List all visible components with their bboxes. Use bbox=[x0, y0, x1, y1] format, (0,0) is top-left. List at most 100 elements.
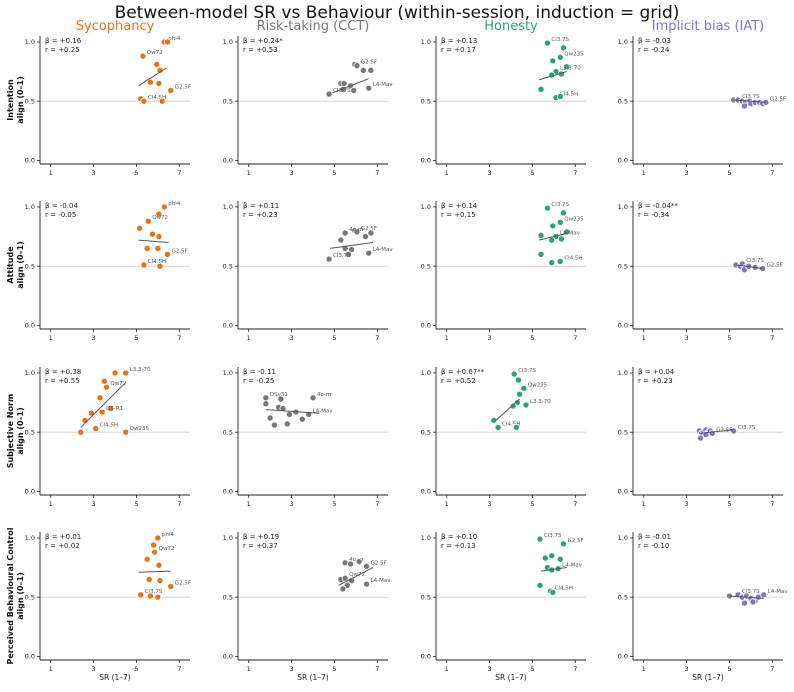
x-tick-label: 1 bbox=[445, 169, 449, 177]
point-label: Cl4.5H bbox=[560, 92, 578, 98]
point-label: L4-Mav bbox=[371, 578, 392, 584]
x-tick-label: 7 bbox=[573, 169, 577, 177]
column-title: Sycophancy bbox=[76, 19, 155, 34]
x-tick-label: 3 bbox=[685, 665, 689, 673]
point-label: Cl3.7S bbox=[742, 589, 760, 595]
y-tick-label: 0.5 bbox=[618, 428, 628, 436]
data-point bbox=[279, 404, 287, 412]
r-annotation: r = +0.17 bbox=[441, 46, 476, 54]
x-tick-label: 5 bbox=[727, 500, 731, 508]
x-axis-labels: SR (1–7) SR (1–7) SR (1–7) SR (1–7) bbox=[99, 673, 724, 682]
data-point bbox=[537, 85, 545, 93]
row-label: Subjective Norm align (0–1) bbox=[6, 394, 25, 469]
beta-annotation: β = +0.13 bbox=[441, 37, 477, 45]
data-point bbox=[560, 209, 568, 217]
data-point bbox=[355, 558, 363, 566]
point-label: Qw72 bbox=[152, 215, 168, 221]
x-tick-label: 3 bbox=[488, 169, 492, 177]
data-point bbox=[136, 224, 144, 232]
data-point bbox=[557, 235, 565, 243]
x-tick-label: 1 bbox=[642, 665, 646, 673]
x-tick-label: 1 bbox=[49, 334, 53, 342]
data-point bbox=[262, 400, 270, 408]
data-point bbox=[148, 230, 156, 238]
y-tick-label: 0.5 bbox=[618, 262, 628, 270]
data-point bbox=[494, 423, 502, 431]
r-annotation: r = +0.53 bbox=[243, 46, 278, 54]
data-point bbox=[143, 555, 151, 563]
row-label-line2: align (0–1) bbox=[16, 76, 25, 124]
data-point bbox=[144, 217, 152, 225]
r-annotation: r = -0.24 bbox=[638, 46, 670, 54]
data-point bbox=[92, 425, 100, 433]
y-tick-label: 0.5 bbox=[25, 97, 35, 105]
data-point bbox=[155, 561, 163, 569]
data-point bbox=[155, 210, 163, 218]
data-point bbox=[515, 376, 523, 384]
data-point bbox=[156, 262, 164, 270]
x-tick-label: 5 bbox=[134, 500, 138, 508]
x-tick-label: 1 bbox=[247, 500, 251, 508]
x-tick-label: 7 bbox=[177, 334, 181, 342]
panel: 0.0 0.5 1.0 1 3 5 7 β = -0.01r = -0.10 Cl3.7S L4-… bbox=[618, 532, 788, 673]
point-label: G2.5F bbox=[767, 263, 783, 269]
data-point bbox=[563, 63, 571, 71]
x-tick-label: 5 bbox=[530, 334, 534, 342]
point-label: G2.5F bbox=[175, 85, 191, 91]
y-tick-label: 0.0 bbox=[421, 322, 431, 330]
row-label: Attitude align (0–1) bbox=[6, 241, 25, 289]
x-tick-label: 3 bbox=[92, 169, 96, 177]
data-point bbox=[560, 44, 568, 52]
x-tick-label: 5 bbox=[332, 334, 336, 342]
data-point bbox=[365, 249, 373, 257]
data-point bbox=[122, 428, 130, 436]
data-point bbox=[163, 250, 171, 258]
y-tick-label: 1.0 bbox=[25, 534, 35, 542]
x-tick-label: 1 bbox=[445, 665, 449, 673]
beta-annotation: β = +0.11 bbox=[243, 202, 279, 210]
data-point bbox=[543, 39, 551, 47]
r-annotation: r = +0.13 bbox=[441, 542, 476, 550]
r-annotation: r = +0.15 bbox=[441, 211, 476, 219]
data-point bbox=[520, 384, 528, 392]
point-label: 4o-m bbox=[349, 227, 363, 233]
beta-annotation: β = +0.19 bbox=[243, 533, 279, 541]
y-tick-label: 0.5 bbox=[223, 428, 233, 436]
data-point bbox=[96, 394, 104, 402]
point-label: Cl4.5H bbox=[148, 259, 166, 265]
beta-annotation: β = -0.04 bbox=[45, 202, 78, 210]
x-tick-label: 7 bbox=[770, 334, 774, 342]
y-tick-label: 1.0 bbox=[618, 369, 628, 377]
point-label: DS-R1 bbox=[106, 406, 123, 412]
x-tick-label: 1 bbox=[49, 665, 53, 673]
data-point bbox=[298, 415, 306, 423]
data-point bbox=[363, 580, 371, 588]
y-tick-label: 0.5 bbox=[223, 97, 233, 105]
data-point bbox=[363, 562, 371, 570]
y-tick-label: 0.0 bbox=[618, 157, 628, 165]
y-tick-label: 0.5 bbox=[25, 428, 35, 436]
row-label-line1: Attitude bbox=[6, 246, 15, 284]
beta-annotation: β = +0.04 bbox=[638, 368, 675, 376]
point-label: Cl4.5H bbox=[502, 421, 520, 427]
row-label-line1: Subjective Norm bbox=[6, 394, 15, 469]
point-label: Qw72 bbox=[349, 572, 365, 578]
y-tick-label: 0.5 bbox=[421, 428, 431, 436]
data-point bbox=[536, 581, 544, 589]
data-point bbox=[740, 102, 748, 110]
data-point bbox=[760, 591, 768, 599]
x-tick-label: 1 bbox=[247, 665, 251, 673]
x-tick-label: 7 bbox=[573, 500, 577, 508]
y-tick-label: 0.0 bbox=[223, 488, 233, 496]
y-tick-label: 0.0 bbox=[223, 653, 233, 661]
data-point bbox=[490, 416, 498, 424]
data-point bbox=[100, 377, 108, 385]
point-label: Cl3.7S bbox=[145, 589, 163, 595]
fit-line bbox=[729, 595, 764, 599]
data-point bbox=[516, 390, 524, 398]
data-point bbox=[277, 395, 285, 403]
y-tick-label: 1.0 bbox=[618, 38, 628, 46]
r-annotation: r = +0.23 bbox=[638, 377, 673, 385]
point-label: 4o-m bbox=[317, 392, 331, 398]
